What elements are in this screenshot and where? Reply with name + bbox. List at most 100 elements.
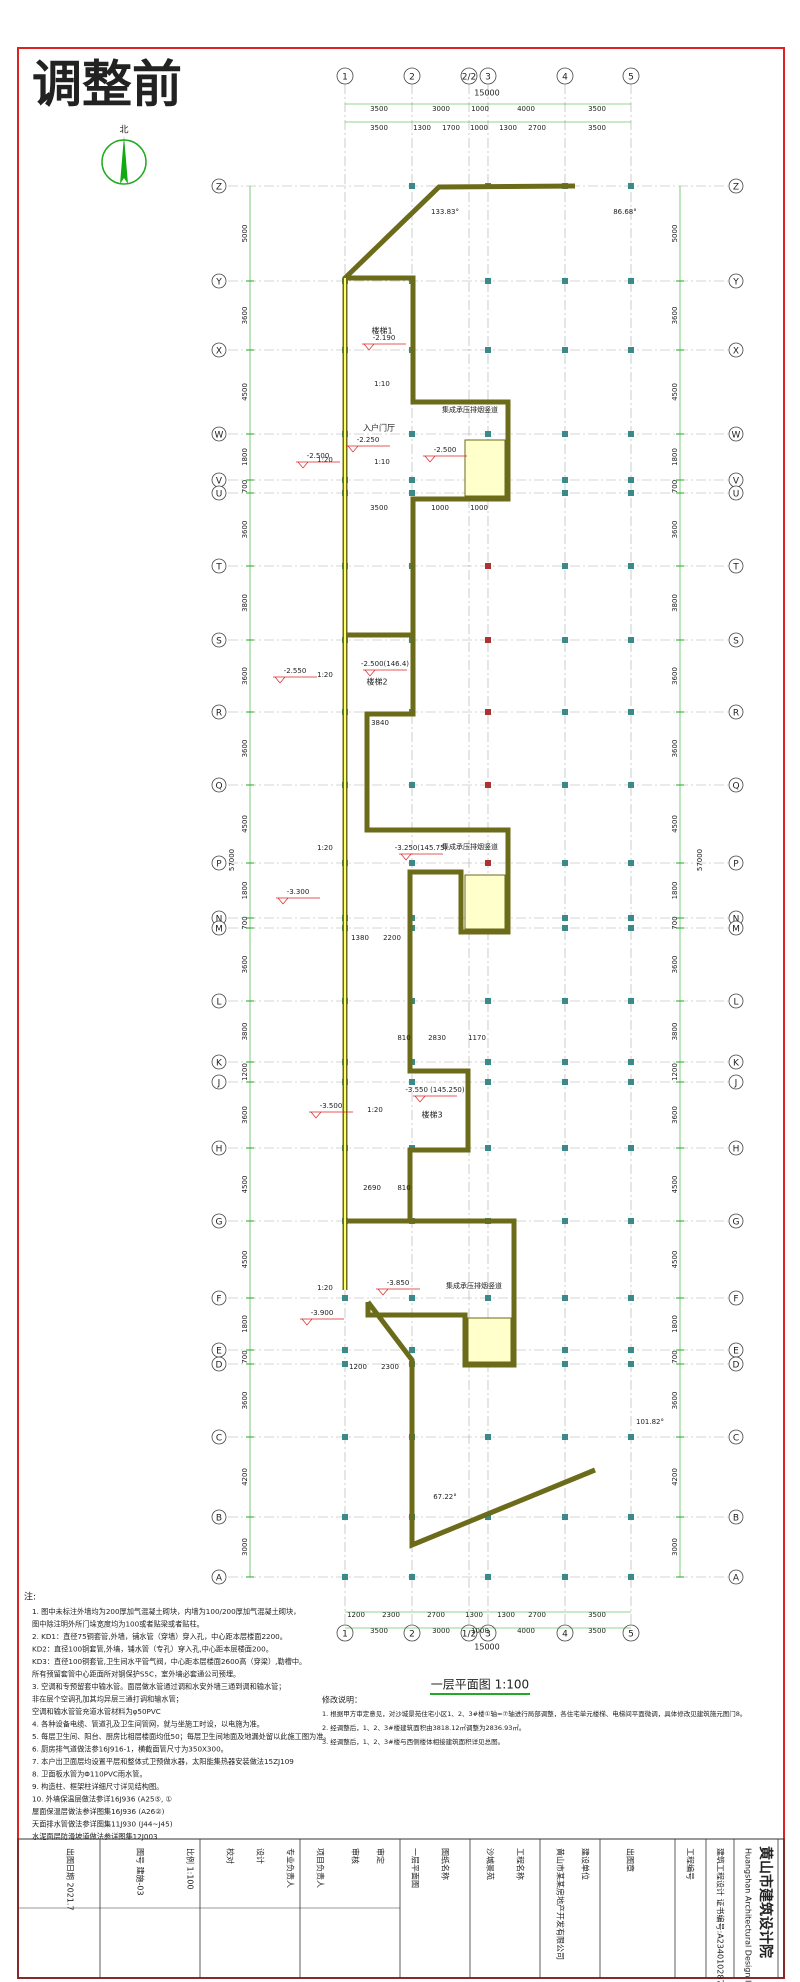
annotation: 1:10 bbox=[374, 458, 390, 466]
axis-label: A bbox=[216, 1574, 223, 1584]
dimension-text: 3000 bbox=[432, 1627, 450, 1635]
dimension-text: 1200 bbox=[241, 1063, 249, 1081]
annotation: 1170 bbox=[468, 1034, 486, 1042]
column bbox=[628, 1059, 634, 1065]
note-line: 4. 各种设备电缆、管道孔及卫生间管网，就与坐施工时设，以电施为准。 bbox=[32, 1720, 264, 1729]
axis-bubble bbox=[728, 1213, 744, 1229]
annotation: -2.250 bbox=[357, 436, 380, 444]
dimension-text: 3500 bbox=[588, 1611, 606, 1619]
dimension-text: 4500 bbox=[241, 383, 249, 401]
dimension-text: 1800 bbox=[671, 448, 679, 466]
notes: 1. 图中未标注外墙均为200厚加气混凝土砌块，内墙为100/200厚加气混凝土… bbox=[32, 1607, 746, 1841]
dimension-text: 2700 bbox=[528, 124, 546, 132]
title-block-text: 黄山市某某房地产开发有限公司 bbox=[556, 1848, 566, 1960]
column bbox=[628, 347, 634, 353]
axis-label: E bbox=[216, 1347, 222, 1357]
note-line: 1. 图中未标注外墙均为200厚加气混凝土砌块，内墙为100/200厚加气混凝土… bbox=[32, 1607, 300, 1616]
dimension-text: 2700 bbox=[427, 1611, 445, 1619]
axis-label: 5 bbox=[628, 1630, 634, 1640]
title-block-text: 出图章 bbox=[626, 1848, 636, 1872]
annotation: 1200 bbox=[349, 1363, 367, 1371]
axis-bubble bbox=[728, 342, 744, 358]
axis-label: 3 bbox=[485, 1630, 491, 1640]
dimension-text: 4200 bbox=[241, 1468, 249, 1486]
column bbox=[562, 1361, 568, 1367]
title-block-frame bbox=[17, 1838, 785, 1979]
axis-bubble bbox=[728, 777, 744, 793]
column bbox=[628, 183, 634, 189]
annotation: 1:20 bbox=[317, 1284, 333, 1292]
column bbox=[628, 1079, 634, 1085]
revision-line: 2. 经调整后，1、2、3#楼建筑面积由3818.12㎡调整为2836.93㎡。 bbox=[322, 1723, 525, 1732]
column bbox=[562, 1295, 568, 1301]
column bbox=[342, 1574, 348, 1580]
axis-bubble bbox=[336, 1624, 354, 1642]
axis-bubble bbox=[211, 1213, 227, 1229]
annotation: 2690 bbox=[363, 1184, 381, 1192]
dimension-text: 3800 bbox=[671, 594, 679, 612]
axis-bubble bbox=[211, 855, 227, 871]
dimension-text: 1800 bbox=[241, 882, 249, 900]
title-block-text: 图纸名称 bbox=[441, 1848, 451, 1880]
annotation: 810 bbox=[397, 1034, 410, 1042]
axis-label: U bbox=[216, 490, 223, 500]
axis-bubble bbox=[728, 426, 744, 442]
column bbox=[562, 278, 568, 284]
dimension-text: 5000 bbox=[241, 225, 249, 243]
axis-label: P bbox=[216, 860, 222, 870]
axis-bubble bbox=[556, 1624, 574, 1642]
dimension-text: 4500 bbox=[241, 815, 249, 833]
dimension-text: 1700 bbox=[442, 124, 460, 132]
dimension-text: 3600 bbox=[241, 1392, 249, 1410]
column bbox=[628, 431, 634, 437]
elevation-mark bbox=[423, 455, 467, 463]
axis-bubble bbox=[211, 558, 227, 574]
axis-bubble bbox=[460, 1624, 478, 1642]
axis-label: E bbox=[733, 1347, 739, 1357]
column bbox=[628, 1295, 634, 1301]
annotation: -3.250(145.75) bbox=[395, 844, 448, 852]
note-line: KD3：直径100铜套管,卫生间水平管气阀，中心距本层楼面2600高（穿梁）,勒… bbox=[32, 1657, 306, 1666]
dimension-text: 3500 bbox=[588, 1627, 606, 1635]
axis-label: A bbox=[733, 1574, 740, 1584]
column bbox=[485, 278, 491, 284]
axis-label: Q bbox=[215, 782, 222, 792]
column bbox=[409, 1079, 415, 1085]
column bbox=[628, 637, 634, 643]
column bbox=[562, 860, 568, 866]
axis-label: Z bbox=[216, 183, 222, 193]
title-block-text: 比例 1:100 bbox=[186, 1848, 196, 1890]
dimension-text: 3500 bbox=[370, 1627, 388, 1635]
axis-label: R bbox=[733, 709, 739, 719]
dimension-text: 3500 bbox=[370, 124, 388, 132]
column bbox=[628, 782, 634, 788]
axis-bubble bbox=[728, 855, 744, 871]
dimension-text: 5000 bbox=[671, 225, 679, 243]
annotation: 1:20 bbox=[317, 844, 333, 852]
column bbox=[485, 709, 491, 715]
axis-bubble bbox=[728, 1054, 744, 1070]
column bbox=[628, 709, 634, 715]
axis-bubble bbox=[403, 67, 421, 85]
title-block-text: 一层平面图 bbox=[411, 1848, 420, 1888]
dimension-text: 3600 bbox=[671, 521, 679, 539]
column bbox=[562, 1514, 568, 1520]
column bbox=[562, 1145, 568, 1151]
elevation-mark bbox=[296, 461, 340, 469]
axis-bubble bbox=[211, 1140, 227, 1156]
axis-bubble bbox=[211, 1569, 227, 1585]
column bbox=[409, 1574, 415, 1580]
north-arrow bbox=[120, 136, 128, 184]
column bbox=[562, 782, 568, 788]
column bbox=[628, 860, 634, 866]
dimension-text: 3000 bbox=[241, 1538, 249, 1556]
title-block-text: 专业负责人 bbox=[286, 1848, 296, 1888]
axis-label: 2 bbox=[409, 73, 415, 83]
axis-label: J bbox=[217, 1079, 221, 1089]
notes-heading: 注: bbox=[24, 1591, 36, 1603]
column bbox=[562, 998, 568, 1004]
column bbox=[562, 1434, 568, 1440]
annotation: 1000 bbox=[470, 504, 488, 512]
column bbox=[562, 477, 568, 483]
dimension-text: 1300 bbox=[413, 124, 431, 132]
